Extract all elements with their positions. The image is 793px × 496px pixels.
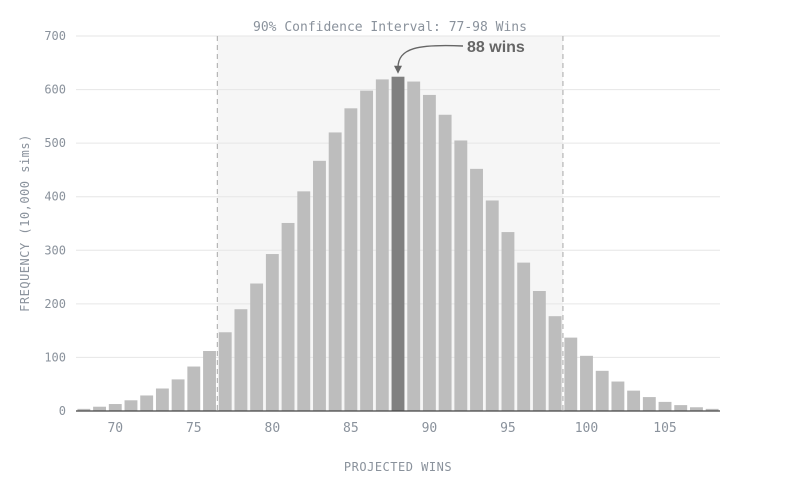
- bar: [422, 94, 436, 411]
- x-tick-label: 105: [653, 421, 676, 436]
- bar: [454, 140, 468, 411]
- bar: [297, 191, 311, 411]
- y-tick-label: 700: [44, 29, 66, 43]
- bar: [108, 404, 122, 411]
- bars: [77, 76, 719, 412]
- y-tick-label: 0: [59, 404, 66, 418]
- bar: [187, 366, 201, 411]
- bar: [674, 405, 688, 411]
- bar: [328, 132, 342, 411]
- bar: [250, 283, 264, 411]
- bar: [313, 160, 326, 411]
- bar: [124, 400, 138, 411]
- bar: [564, 337, 578, 411]
- bar: [658, 401, 672, 411]
- bar: [689, 407, 703, 411]
- y-tick-label: 300: [44, 243, 66, 257]
- bar: [548, 316, 562, 411]
- x-tick-label: 75: [186, 421, 202, 436]
- y-tick-label: 200: [44, 297, 66, 311]
- bar: [375, 79, 389, 412]
- chart-title: 90% Confidence Interval: 77-98 Wins: [253, 20, 527, 35]
- highlight-bar: [391, 76, 405, 411]
- bar: [265, 254, 279, 411]
- x-tick-label: 85: [343, 421, 359, 436]
- bar: [438, 114, 452, 411]
- x-tick-label: 80: [265, 421, 281, 436]
- y-tick-label: 500: [44, 136, 66, 150]
- bar: [203, 351, 216, 411]
- bar: [155, 388, 169, 411]
- y-tick-label: 400: [44, 190, 66, 204]
- bar: [517, 262, 531, 411]
- bar: [532, 291, 546, 411]
- bar: [611, 381, 625, 411]
- bar: [595, 370, 609, 411]
- annotation-arrowhead: [394, 65, 402, 74]
- bar: [360, 90, 374, 412]
- bar: [171, 379, 185, 411]
- bar: [470, 168, 483, 411]
- bar: [627, 390, 641, 411]
- bar: [485, 200, 499, 411]
- bar: [344, 108, 358, 412]
- x-tick-label: 70: [107, 421, 123, 436]
- bar: [281, 222, 295, 411]
- bar: [93, 406, 107, 411]
- bar: [218, 332, 232, 411]
- x-tick-label: 95: [500, 421, 516, 436]
- bar: [705, 408, 719, 411]
- x-axis-ticks: 70 75 80 85 90 95 100 105: [107, 421, 676, 436]
- peak-annotation-label: 88 wins: [467, 39, 525, 56]
- bar: [77, 408, 91, 411]
- y-tick-label: 100: [44, 350, 66, 364]
- bar: [580, 355, 593, 411]
- y-tick-label: 600: [44, 83, 66, 97]
- bar: [501, 232, 515, 411]
- bar: [642, 397, 656, 411]
- y-axis-ticks: 0 100 200 300 400 500 600 700: [44, 29, 66, 418]
- bar: [234, 309, 248, 411]
- x-tick-label: 90: [422, 421, 438, 436]
- x-axis-label: PROJECTED WINS: [344, 460, 452, 474]
- bar: [140, 395, 154, 411]
- y-axis-label: FREQUENCY (10,000 sims): [18, 134, 32, 312]
- x-tick-label: 100: [575, 421, 598, 436]
- bar: [407, 81, 421, 412]
- annotation-arrow: [397, 44, 464, 68]
